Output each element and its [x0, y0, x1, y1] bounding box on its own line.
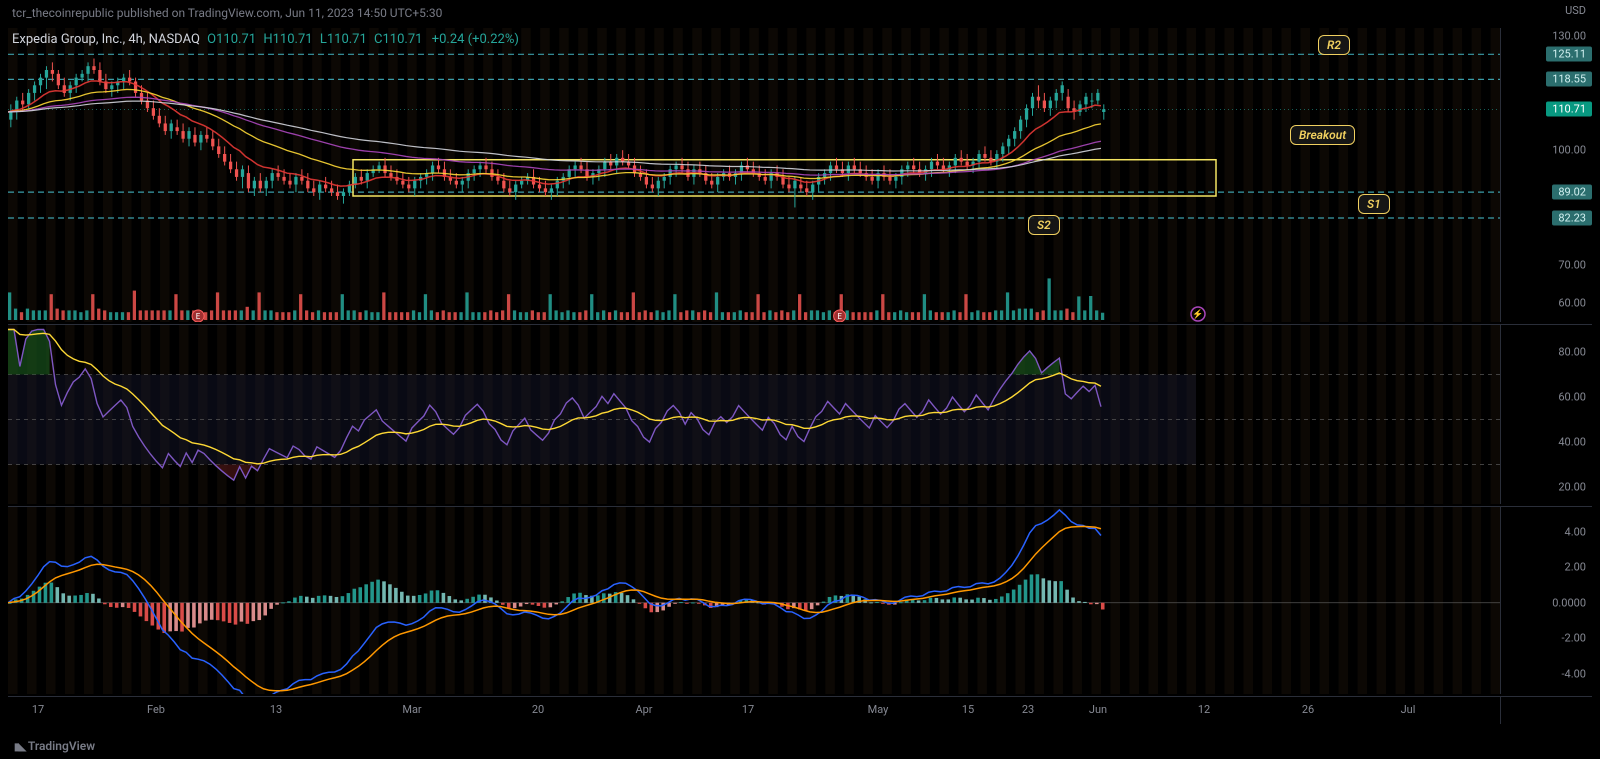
xtick: 23	[1022, 703, 1034, 716]
change-val: +0.24 (+0.22%)	[432, 32, 519, 47]
xtick: 17	[742, 703, 754, 716]
currency-label: USD	[1565, 4, 1586, 17]
svg-text:E: E	[837, 312, 842, 321]
xtick: Apr	[635, 703, 652, 716]
xtick: May	[868, 703, 889, 716]
open-val: O110.71	[207, 32, 256, 47]
svg-text:⚡: ⚡	[1192, 308, 1203, 320]
annotation-s1: S1	[1358, 194, 1390, 214]
low-val: L110.71	[320, 32, 367, 47]
rsi-pane[interactable]: 80.0060.0040.0020.00	[8, 324, 1592, 504]
macd-pane[interactable]: 4.002.000.0000-2.00-4.00	[8, 506, 1592, 694]
symbol: Expedia Group, Inc., 4h, NASDAQ	[12, 32, 200, 47]
xtick: Jul	[1401, 703, 1416, 716]
annotation-s2: S2	[1028, 215, 1060, 235]
svg-text:E: E	[196, 312, 201, 321]
xtick: 15	[962, 703, 974, 716]
chart-container: EE⚡R2BreakoutS1S2 130.00100.0070.0060.00…	[8, 28, 1592, 741]
annotation-breakout: Breakout	[1290, 125, 1355, 145]
ticker-row: Expedia Group, Inc., 4h, NASDAQ O110.71 …	[12, 32, 519, 47]
tradingview-logo: ▮◣ TradingView	[14, 739, 95, 753]
annotation-r2: R2	[1318, 35, 1350, 55]
xtick: Feb	[147, 703, 165, 716]
xtick: 26	[1302, 703, 1314, 716]
close-val: C110.71	[374, 32, 422, 47]
xtick: Jun	[1089, 703, 1107, 716]
xtick: 12	[1198, 703, 1210, 716]
publish-header: tcr_thecoinrepublic published on Trading…	[12, 6, 442, 20]
xtick: 20	[532, 703, 544, 716]
high-val: H110.71	[263, 32, 312, 47]
xtick: 17	[32, 703, 44, 716]
xtick: 13	[270, 703, 282, 716]
price-pane[interactable]: EE⚡R2BreakoutS1S2 130.00100.0070.0060.00…	[8, 28, 1592, 322]
xtick: Mar	[402, 703, 421, 716]
time-axis: 17 Feb 13 Mar 20 Apr 17 May 15 23 Jun 12 26 Jul	[8, 696, 1592, 724]
